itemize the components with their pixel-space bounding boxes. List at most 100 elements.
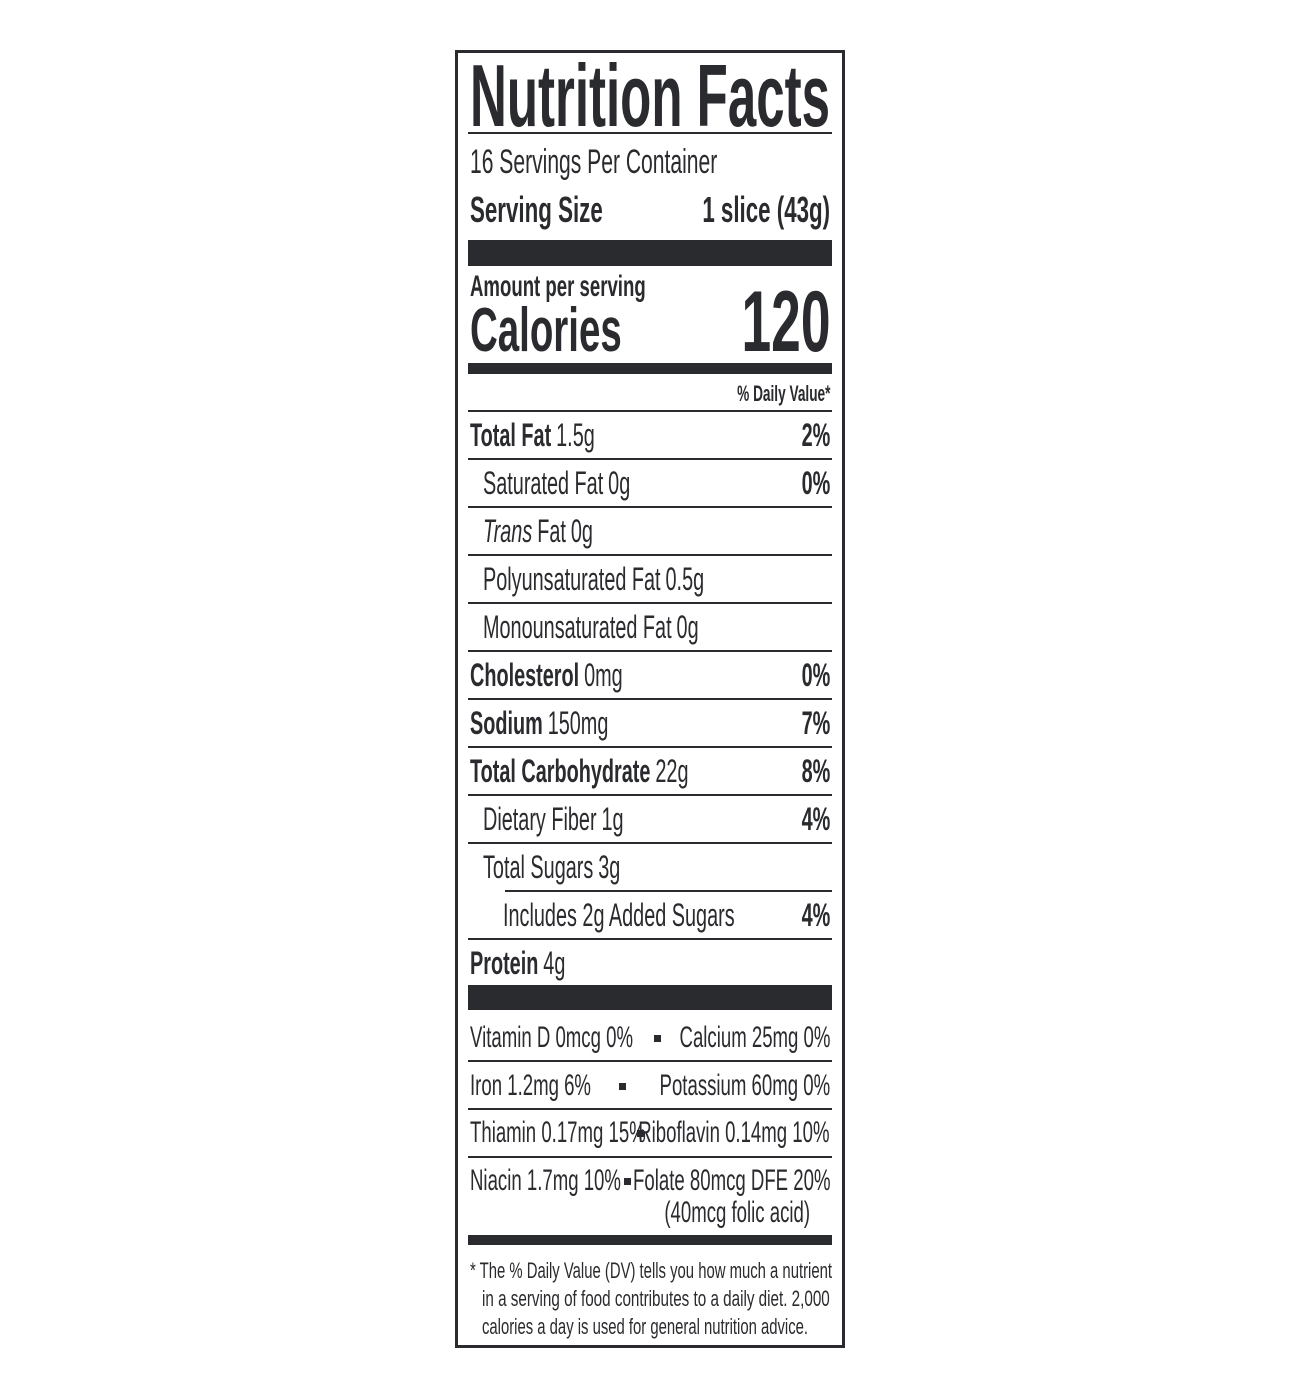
nutrient-dv: 8%: [801, 753, 830, 789]
nutrient-amount: 0mg: [584, 657, 623, 693]
nutrient-dv: 7%: [801, 705, 830, 741]
nutrient-amount: 1.5g: [556, 417, 595, 453]
text-group: Calories: [470, 300, 622, 362]
footnote-line: in a serving of food contributes to a da…: [482, 1286, 830, 1311]
bullet: [619, 1082, 626, 1090]
footnote-line: calories a day is used for general nutri…: [482, 1314, 809, 1339]
text-group: 0%: [801, 659, 830, 691]
rule: [468, 650, 832, 652]
nutrient-amount: 150mg: [547, 705, 609, 741]
vitamin-right: Riboflavin 0.14mg 10%: [638, 1116, 830, 1150]
text-group: % Daily Value*: [737, 383, 830, 405]
nutrient-name: Total Sugars: [483, 849, 594, 885]
vitamin-right: Calcium 25mg 0%: [679, 1021, 830, 1054]
text-group: Vitamin D 0mcg 0%: [470, 1023, 633, 1053]
nutrient-amount: 0g: [570, 513, 593, 549]
nutrient-dv: 0%: [801, 657, 830, 693]
vitamin-left: Iron 1.2mg 6%: [470, 1068, 591, 1102]
rule: [468, 938, 832, 940]
nutrient-name: Fat: [537, 513, 566, 549]
nutrient-name: Polyunsaturated Fat: [483, 561, 661, 597]
text-group: Includes 2g Added Sugars: [503, 899, 735, 931]
nutrient-name: Includes 2g Added Sugars: [503, 897, 735, 933]
nutrient-amount: 1g: [601, 801, 624, 837]
text-group: 2%: [801, 419, 830, 451]
nutrient-amount: 3g: [598, 849, 621, 885]
nutrient-name: Dietary Fiber: [483, 801, 597, 837]
rule: [468, 554, 832, 556]
text-group: Total Sugars 3g: [483, 851, 620, 883]
text-group: 4%: [801, 803, 830, 835]
footnote-line: * The % Daily Value (DV) tells you how m…: [470, 1258, 832, 1283]
rule: [468, 985, 832, 1010]
text-group: 16 Servings Per Container: [470, 145, 717, 179]
nutrient-name: Protein: [470, 945, 539, 981]
rule: [468, 602, 832, 604]
text-group: Trans Fat 0g: [483, 515, 593, 547]
serving-size-value: 1 slice (43g): [702, 189, 830, 230]
calories-value: 120: [741, 274, 830, 370]
nutrient-name: Monounsaturated Fat: [483, 609, 672, 645]
title: Nutrition Facts: [470, 46, 830, 145]
rule: [468, 363, 832, 374]
text-group: calories a day is used for general nutri…: [482, 1316, 808, 1338]
text-group: Saturated Fat 0g: [483, 467, 630, 499]
rule: [468, 132, 832, 134]
text-group: Serving Size: [470, 192, 603, 228]
text-group: * The % Daily Value (DV) tells you how m…: [470, 1260, 832, 1282]
text-group: Nutrition Facts: [470, 52, 830, 140]
rule: [468, 1108, 832, 1110]
vitamin-right: Potassium 60mg 0%: [659, 1068, 830, 1102]
text-group: 7%: [801, 707, 830, 739]
nutrient-name: Total Fat: [470, 417, 552, 453]
text-group: Riboflavin 0.14mg 10%: [639, 1118, 830, 1148]
nutrient-name: Cholesterol: [470, 657, 580, 693]
vitamin-note: (40mcg folic acid): [664, 1196, 810, 1230]
rule: [468, 794, 832, 796]
text-group: Polyunsaturated Fat 0.5g: [483, 563, 704, 595]
text-group: Dietary Fiber 1g: [483, 803, 624, 835]
text-group: Niacin 1.7mg 10%: [470, 1166, 621, 1196]
rule: [468, 1060, 832, 1062]
vitamin-left: Niacin 1.7mg 10%: [470, 1164, 621, 1198]
text-group: 1 slice (43g): [702, 192, 830, 228]
nutrient-dv: 4%: [801, 897, 830, 933]
nutrient-amount: 22g: [655, 753, 689, 789]
nutrient-name: Sodium: [470, 705, 543, 741]
text-group: 0%: [801, 467, 830, 499]
nutrient-amount: 0g: [608, 465, 631, 501]
text-group: in a serving of food contributes to a da…: [482, 1288, 830, 1310]
nutrient-name: Total Carbohydrate: [470, 753, 651, 789]
nutrient-amount: 4g: [543, 945, 566, 981]
rule: [468, 506, 832, 508]
rule: [468, 458, 832, 460]
text-group: (40mcg folic acid): [664, 1198, 810, 1228]
rule: [468, 240, 832, 266]
nutrition-label: [455, 50, 845, 1348]
text-group: Amount per serving: [470, 272, 646, 302]
text-group: Monounsaturated Fat 0g: [483, 611, 699, 643]
nutrient-name: Saturated Fat: [483, 465, 604, 501]
nutrient-dv: 2%: [801, 417, 830, 453]
rule: [468, 746, 832, 748]
text-group: Total Fat 1.5g: [470, 419, 595, 451]
nutrient-name-italic: Trans: [483, 513, 533, 549]
text-group: Cholesterol 0mg: [470, 659, 623, 691]
nutrient-amount: 0g: [676, 609, 699, 645]
text-group: Sodium 150mg: [470, 707, 608, 739]
text-group: Protein 4g: [470, 947, 565, 979]
text-group: Iron 1.2mg 6%: [470, 1068, 591, 1102]
rule: [505, 890, 832, 892]
text-group: 4%: [801, 899, 830, 931]
vitamin-left: Vitamin D 0mcg 0%: [470, 1021, 633, 1054]
rule: [468, 842, 832, 844]
text-group: 120: [741, 279, 830, 365]
vitamin-left: Thiamin 0.17mg 15%: [470, 1116, 646, 1150]
bullet: [637, 1130, 644, 1138]
nutrient-dv: 4%: [801, 801, 830, 837]
rule: [468, 1235, 832, 1245]
text-group: Thiamin 0.17mg 15%: [470, 1118, 646, 1148]
text-group: Potassium 60mg 0%: [659, 1068, 830, 1102]
bullet: [624, 1178, 631, 1186]
